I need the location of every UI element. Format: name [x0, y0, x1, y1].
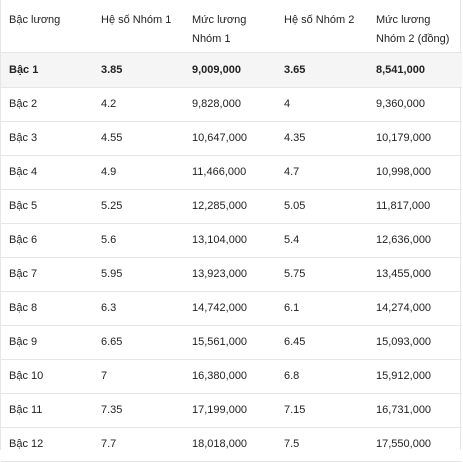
cell-grade: Bậc 12 [1, 427, 93, 462]
cell-grade: Bậc 10 [1, 359, 93, 394]
cell-coefficient-2: 5.75 [276, 257, 368, 292]
cell-salary-1: 12,285,000 [184, 189, 276, 224]
cell-coefficient-2: 4 [276, 87, 368, 122]
cell-salary-2: 16,731,000 [368, 393, 462, 428]
header-coefficient-group-1: Hệ số Nhóm 1 [93, 0, 184, 53]
table-row: Bậc 1 3.85 9,009,000 3.65 8,541,000 [1, 52, 462, 88]
cell-coefficient-2: 7.15 [276, 393, 368, 428]
cell-salary-1: 17,199,000 [184, 393, 276, 428]
cell-grade: Bậc 11 [1, 393, 93, 428]
table-row: Bậc 6 5.6 13,104,000 5.4 12,636,000 [1, 223, 462, 258]
cell-grade: Bậc 9 [1, 325, 93, 360]
cell-coefficient-1: 3.85 [93, 52, 184, 88]
table-header: Bậc lương Hệ số Nhóm 1 Mức lương Nhóm 1 … [1, 0, 462, 53]
cell-salary-2: 11,817,000 [368, 189, 462, 224]
header-salary-group-1: Mức lương Nhóm 1 [184, 0, 276, 53]
cell-salary-2: 15,912,000 [368, 359, 462, 394]
header-coefficient-group-2: Hệ số Nhóm 2 [276, 0, 368, 53]
table-row: Bậc 7 5.95 13,923,000 5.75 13,455,000 [1, 257, 462, 292]
table-row: Bậc 5 5.25 12,285,000 5.05 11,817,000 [1, 189, 462, 224]
cell-coefficient-1: 7.7 [93, 427, 184, 462]
cell-grade: Bậc 5 [1, 189, 93, 224]
table-row: Bậc 12 7.7 18,018,000 7.5 17,550,000 [1, 427, 462, 462]
cell-coefficient-1: 5.6 [93, 223, 184, 258]
cell-grade: Bậc 8 [1, 291, 93, 326]
cell-coefficient-1: 5.95 [93, 257, 184, 292]
cell-grade: Bậc 7 [1, 257, 93, 292]
table-row: Bậc 4 4.9 11,466,000 4.7 10,998,000 [1, 155, 462, 190]
cell-coefficient-1: 4.9 [93, 155, 184, 190]
cell-salary-1: 18,018,000 [184, 427, 276, 462]
cell-salary-1: 10,647,000 [184, 121, 276, 156]
cell-coefficient-2: 6.1 [276, 291, 368, 326]
header-row: Bậc lương Hệ số Nhóm 1 Mức lương Nhóm 1 … [1, 0, 462, 53]
cell-coefficient-1: 6.3 [93, 291, 184, 326]
table-row: Bậc 9 6.65 15,561,000 6.45 15,093,000 [1, 325, 462, 360]
cell-coefficient-1: 4.2 [93, 87, 184, 122]
cell-salary-2: 10,998,000 [368, 155, 462, 190]
cell-coefficient-2: 6.45 [276, 325, 368, 360]
cell-coefficient-1: 6.65 [93, 325, 184, 360]
cell-salary-2: 9,360,000 [368, 87, 462, 122]
table-row: Bậc 2 4.2 9,828,000 4 9,360,000 [1, 87, 462, 122]
cell-salary-2: 13,455,000 [368, 257, 462, 292]
cell-salary-1: 9,828,000 [184, 87, 276, 122]
header-salary-grade: Bậc lương [1, 0, 93, 53]
cell-grade: Bậc 3 [1, 121, 93, 156]
cell-salary-1: 9,009,000 [184, 52, 276, 88]
cell-grade: Bậc 1 [1, 52, 93, 88]
cell-grade: Bậc 6 [1, 223, 93, 258]
cell-coefficient-2: 3.65 [276, 52, 368, 88]
cell-salary-2: 12,636,000 [368, 223, 462, 258]
cell-salary-2: 8,541,000 [368, 52, 462, 88]
cell-coefficient-2: 4.7 [276, 155, 368, 190]
cell-salary-1: 13,104,000 [184, 223, 276, 258]
cell-salary-2: 10,179,000 [368, 121, 462, 156]
cell-coefficient-2: 7.5 [276, 427, 368, 462]
cell-salary-2: 14,274,000 [368, 291, 462, 326]
cell-coefficient-1: 7 [93, 359, 184, 394]
cell-salary-2: 15,093,000 [368, 325, 462, 360]
cell-salary-1: 11,466,000 [184, 155, 276, 190]
table-row: Bậc 3 4.55 10,647,000 4.35 10,179,000 [1, 121, 462, 156]
cell-salary-2: 17,550,000 [368, 427, 462, 462]
cell-coefficient-1: 4.55 [93, 121, 184, 156]
cell-salary-1: 15,561,000 [184, 325, 276, 360]
cell-salary-1: 14,742,000 [184, 291, 276, 326]
cell-grade: Bậc 2 [1, 87, 93, 122]
table-body: Bậc 1 3.85 9,009,000 3.65 8,541,000 Bậc … [1, 52, 462, 462]
cell-salary-1: 13,923,000 [184, 257, 276, 292]
header-salary-group-2: Mức lương Nhóm 2 (đồng) [368, 0, 462, 53]
cell-coefficient-2: 4.35 [276, 121, 368, 156]
cell-grade: Bậc 4 [1, 155, 93, 190]
cell-coefficient-2: 5.05 [276, 189, 368, 224]
table-row: Bậc 10 7 16,380,000 6.8 15,912,000 [1, 359, 462, 394]
table-row: Bậc 11 7.35 17,199,000 7.15 16,731,000 [1, 393, 462, 428]
table-row: Bậc 8 6.3 14,742,000 6.1 14,274,000 [1, 291, 462, 326]
cell-coefficient-2: 6.8 [276, 359, 368, 394]
cell-salary-1: 16,380,000 [184, 359, 276, 394]
cell-coefficient-2: 5.4 [276, 223, 368, 258]
cell-coefficient-1: 7.35 [93, 393, 184, 428]
cell-coefficient-1: 5.25 [93, 189, 184, 224]
